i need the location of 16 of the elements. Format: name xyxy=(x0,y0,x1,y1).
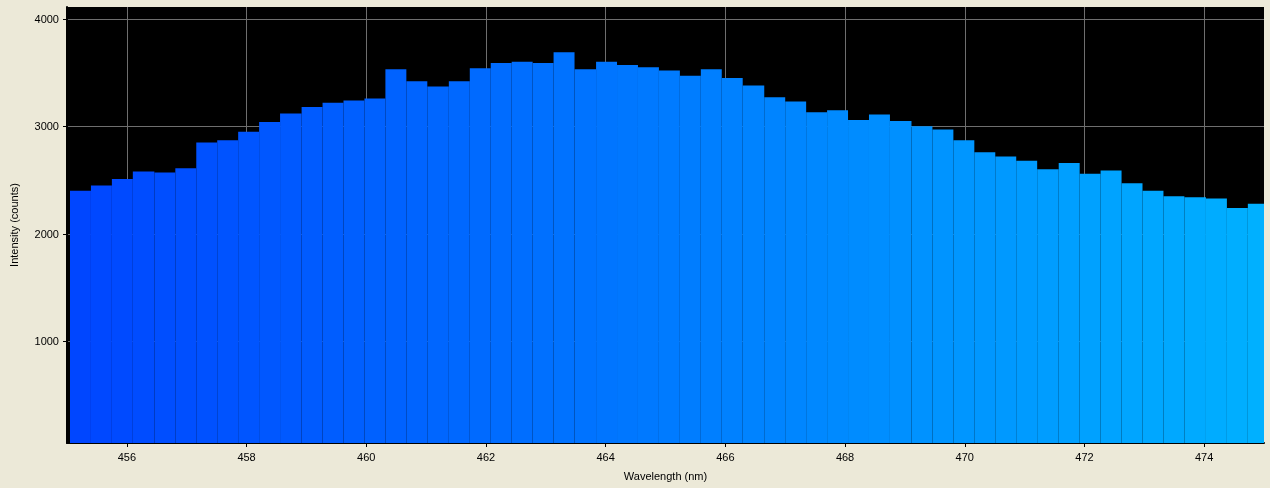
x-tick-label: 458 xyxy=(237,450,256,463)
y-axis-title: Intensity (counts) xyxy=(7,183,20,267)
x-axis-title: Wavelength (nm) xyxy=(623,469,708,482)
x-tick-label: 456 xyxy=(117,450,137,463)
y-tick-label: 1000 xyxy=(34,335,59,348)
y-tick-label: 2000 xyxy=(34,227,59,240)
x-tick-label: 464 xyxy=(596,450,615,463)
y-tick-label: 3000 xyxy=(34,120,59,133)
x-tick-label: 462 xyxy=(476,450,496,463)
y-tick-label: 4000 xyxy=(34,12,59,25)
x-tick-label: 466 xyxy=(716,450,735,463)
x-tick-label: 472 xyxy=(1075,450,1094,463)
x-tick-label: 470 xyxy=(955,450,974,463)
x-tick-label: 468 xyxy=(835,450,855,463)
x-tick-label: 474 xyxy=(1194,450,1214,463)
x-tick-label: 460 xyxy=(357,450,376,463)
